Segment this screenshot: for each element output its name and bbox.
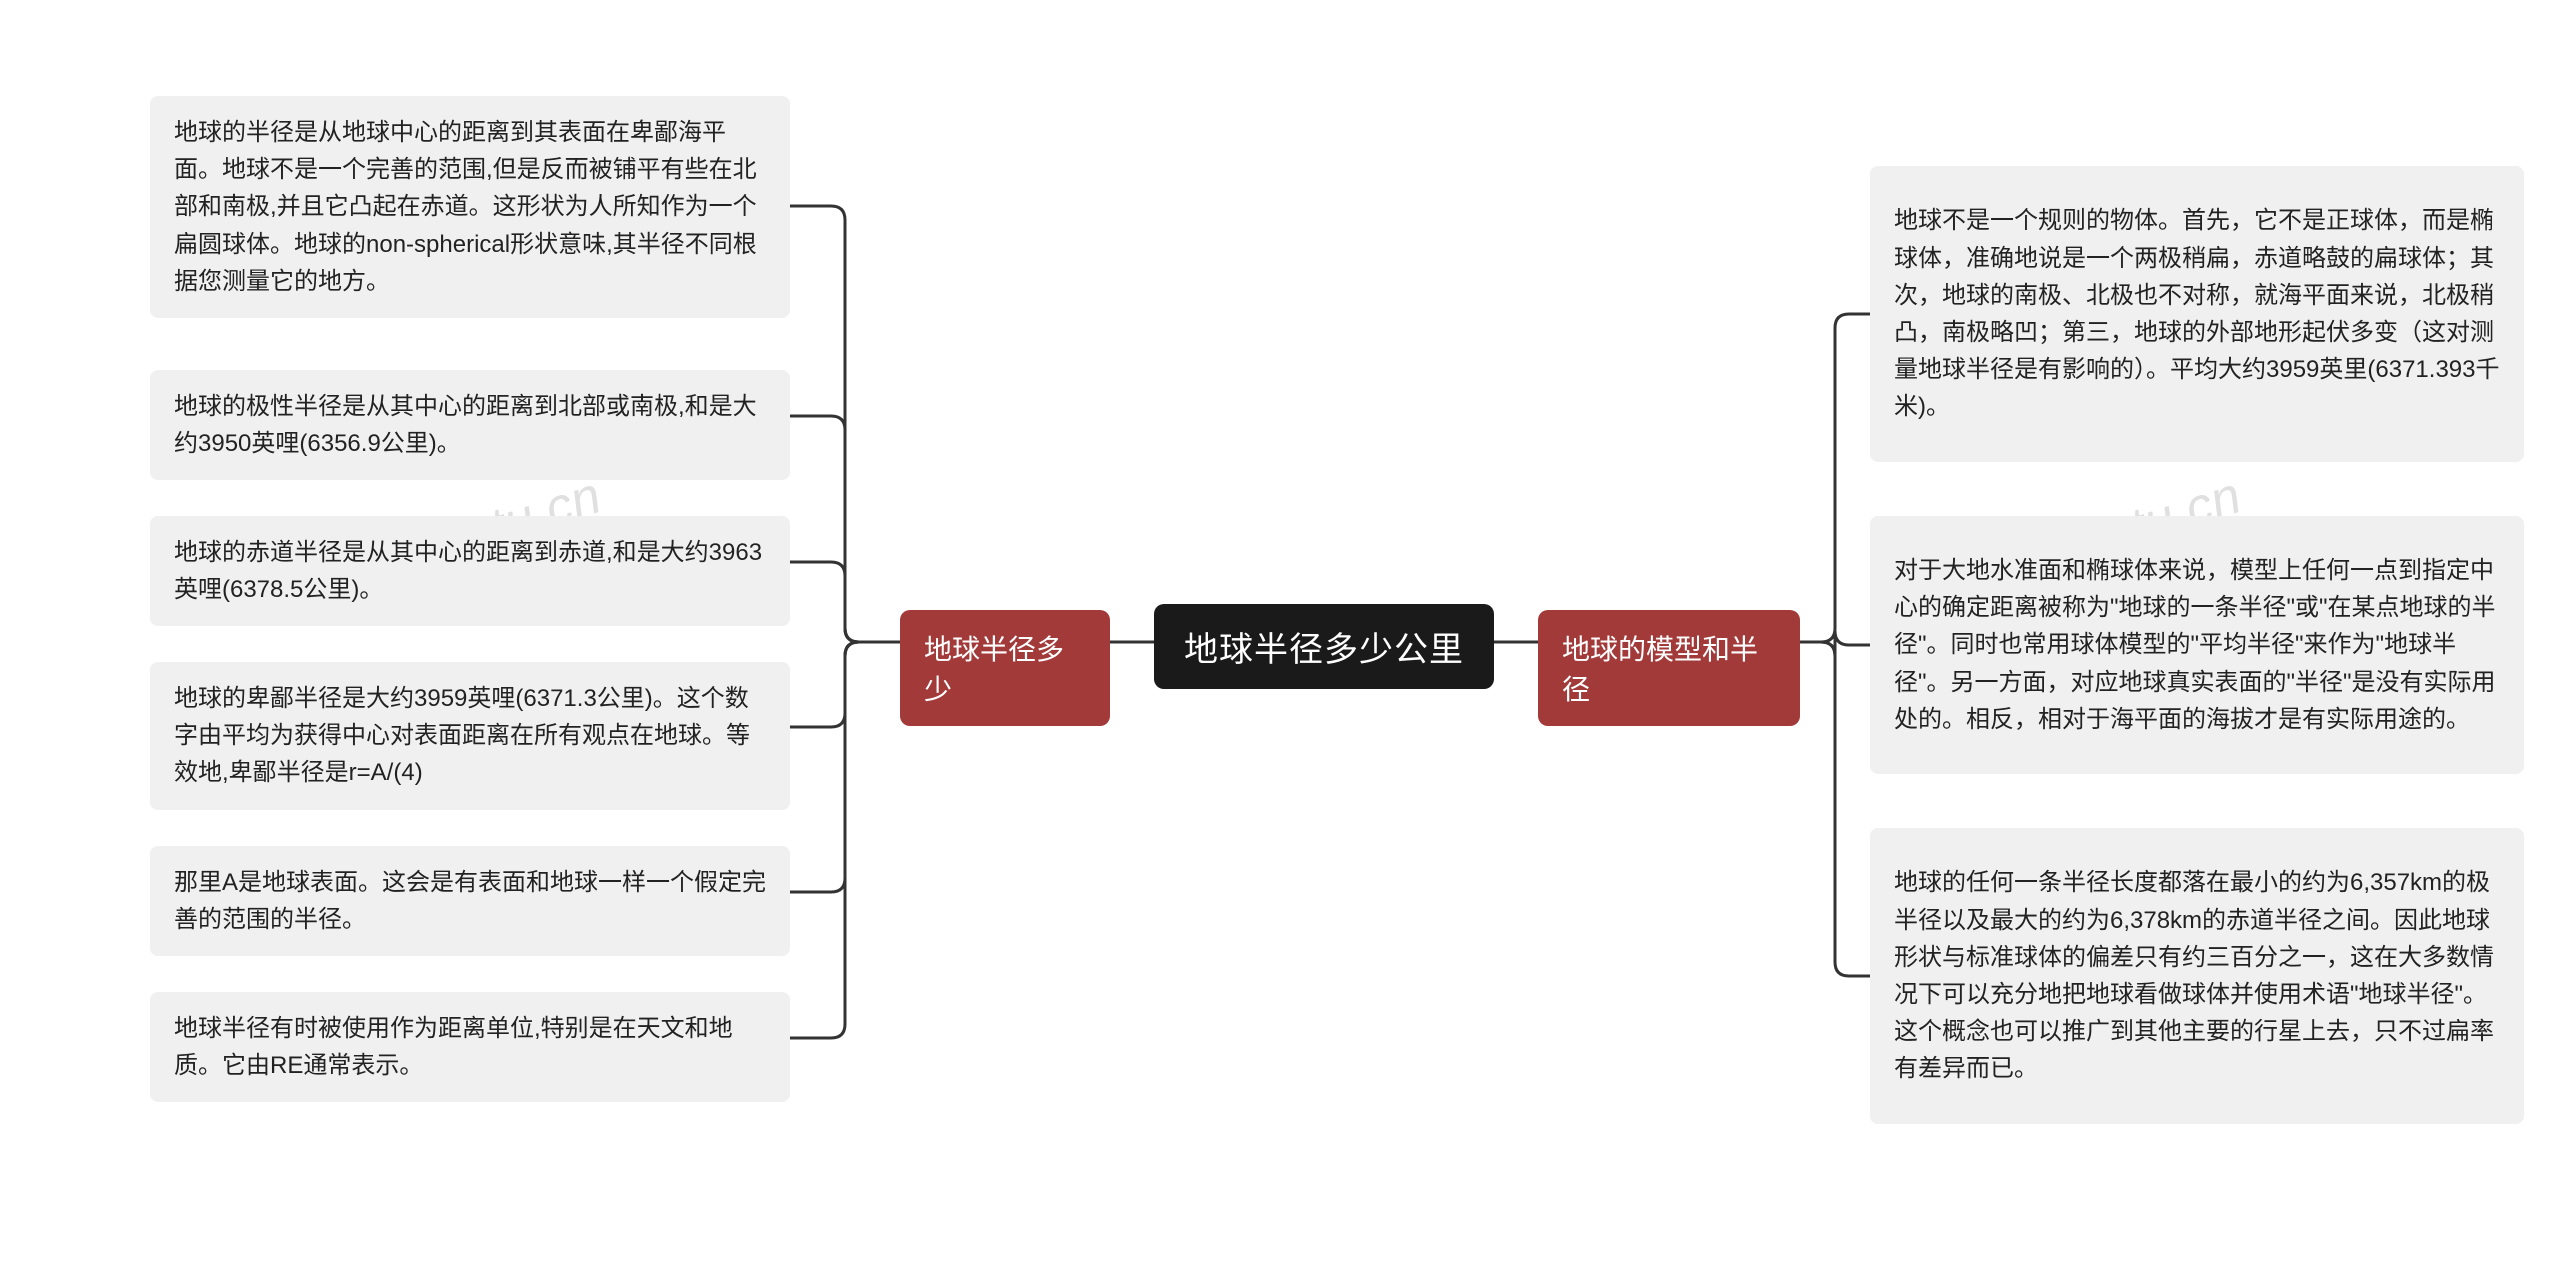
leaf-text: 地球半径有时被使用作为距离单位,特别是在天文和地质。它由RE通常表示。 <box>174 1010 766 1084</box>
leaf-text: 地球的赤道半径是从其中心的距离到赤道,和是大约3963英哩(6378.5公里)。 <box>174 534 766 608</box>
root-label: 地球半径多少公里 <box>1184 622 1464 671</box>
leaf-text: 地球的任何一条半径长度都落在最小的约为6,357km的极半径以及最大的约为6,3… <box>1894 864 2500 1087</box>
leaf-right-2[interactable]: 地球的任何一条半径长度都落在最小的约为6,357km的极半径以及最大的约为6,3… <box>1870 828 2524 1124</box>
branch-left[interactable]: 地球半径多少 <box>900 610 1110 726</box>
leaf-right-1[interactable]: 对于大地水准面和椭球体来说，模型上任何一点到指定中心的确定距离被称为"地球的一条… <box>1870 516 2524 774</box>
mindmap-canvas: 树图 shutu.cn 树图 shutu.cn 地球半径多少公里 地球半径多少 … <box>0 0 2560 1284</box>
leaf-left-3[interactable]: 地球的卑鄙半径是大约3959英哩(6371.3公里)。这个数字由平均为获得中心对… <box>150 662 790 810</box>
leaf-left-2[interactable]: 地球的赤道半径是从其中心的距离到赤道,和是大约3963英哩(6378.5公里)。 <box>150 516 790 626</box>
leaf-text: 地球的卑鄙半径是大约3959英哩(6371.3公里)。这个数字由平均为获得中心对… <box>174 680 766 792</box>
leaf-text: 地球的半径是从地球中心的距离到其表面在卑鄙海平面。地球不是一个完善的范围,但是反… <box>174 114 766 300</box>
leaf-text: 对于大地水准面和椭球体来说，模型上任何一点到指定中心的确定距离被称为"地球的一条… <box>1894 552 2500 738</box>
leaf-left-0[interactable]: 地球的半径是从地球中心的距离到其表面在卑鄙海平面。地球不是一个完善的范围,但是反… <box>150 96 790 318</box>
leaf-right-0[interactable]: 地球不是一个规则的物体。首先，它不是正球体，而是椭球体，准确地说是一个两极稍扁，… <box>1870 166 2524 462</box>
branch-right-label: 地球的模型和半径 <box>1562 628 1776 708</box>
leaf-left-5[interactable]: 地球半径有时被使用作为距离单位,特别是在天文和地质。它由RE通常表示。 <box>150 992 790 1102</box>
branch-right[interactable]: 地球的模型和半径 <box>1538 610 1800 726</box>
leaf-text: 地球的极性半径是从其中心的距离到北部或南极,和是大约3950英哩(6356.9公… <box>174 388 766 462</box>
root-node[interactable]: 地球半径多少公里 <box>1154 604 1494 689</box>
branch-left-label: 地球半径多少 <box>924 628 1086 708</box>
leaf-text: 那里A是地球表面。这会是有表面和地球一样一个假定完善的范围的半径。 <box>174 864 766 938</box>
leaf-text: 地球不是一个规则的物体。首先，它不是正球体，而是椭球体，准确地说是一个两极稍扁，… <box>1894 202 2500 425</box>
leaf-left-1[interactable]: 地球的极性半径是从其中心的距离到北部或南极,和是大约3950英哩(6356.9公… <box>150 370 790 480</box>
leaf-left-4[interactable]: 那里A是地球表面。这会是有表面和地球一样一个假定完善的范围的半径。 <box>150 846 790 956</box>
